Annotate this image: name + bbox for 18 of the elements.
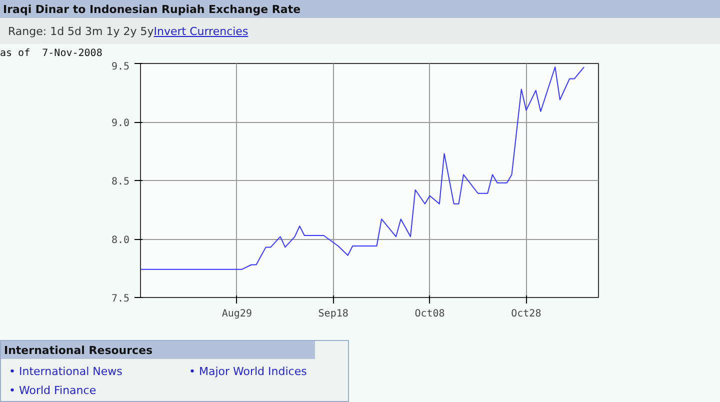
text: International Resources: [4, 344, 153, 357]
text: Invert Currencies: [154, 24, 248, 40]
text: • World Finance: [9, 384, 96, 397]
y-tick-label: 7.5: [111, 294, 130, 304]
text: • Major World Indices: [189, 365, 307, 378]
y-tick-label: 9.0: [111, 118, 130, 129]
x-tick-label: Oct08: [414, 308, 445, 320]
text: as of 7-Nov-2008: [0, 47, 102, 61]
x-tick-label: Oct28: [511, 308, 542, 320]
text: Range: 1d 5d 3m 1y 2y 5y: [8, 24, 154, 40]
y-tick-label: 8.0: [111, 235, 130, 246]
x-tick-label: Aug29: [222, 308, 252, 320]
y-tick-label: 8.5: [111, 176, 130, 188]
x-tick-label: Sep18: [318, 308, 348, 320]
chart-title: Iraqi Dinar to Indonesian Rupiah Exchange Rate: [3, 3, 301, 16]
text: • International News: [9, 364, 124, 380]
y-tick-label: 9.5: [111, 62, 130, 72]
line-series: [140, 66, 585, 270]
